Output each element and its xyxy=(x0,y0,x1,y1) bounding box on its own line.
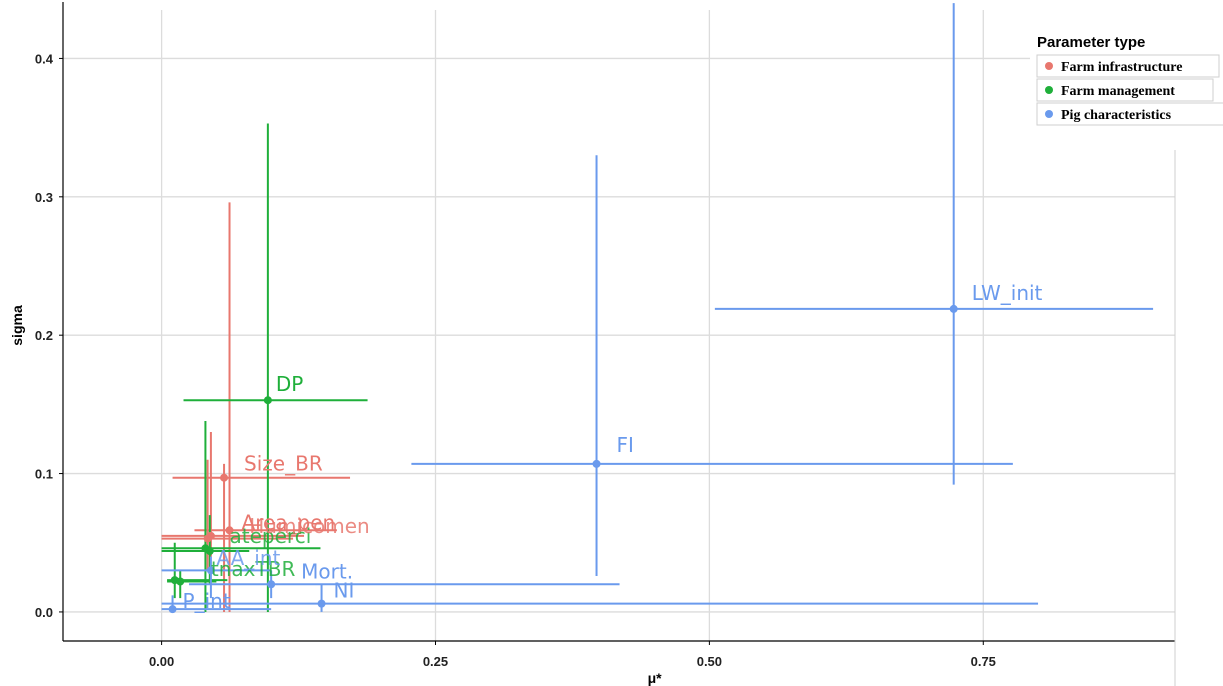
y-axis-title: sigma xyxy=(9,305,25,346)
point-label-dp: DP xyxy=(276,372,303,396)
error-bars xyxy=(161,3,1154,612)
legend-key-1 xyxy=(1045,86,1053,94)
data-point-s1-p0 xyxy=(263,396,272,405)
data-point-s2-p2 xyxy=(267,580,276,589)
y-tick-label-0: 0.0 xyxy=(35,605,53,620)
axes: 0.00 0.25 0.50 0.75 0.0 0.1 0.2 0.3 0.4 xyxy=(35,2,1176,686)
grid xyxy=(63,10,1175,641)
overlapping-label-1: tnaxTBR xyxy=(211,557,296,581)
point-label-area-pen: Area_pen xyxy=(242,510,336,534)
data-point-s0-p3 xyxy=(203,534,212,543)
data-point-s1-p2 xyxy=(205,547,214,556)
legend-entry-box-0 xyxy=(1036,54,1220,78)
legend-entry-label-2: Pig characteristics xyxy=(1061,108,1172,123)
overlapping-label-0: ateperci xyxy=(230,524,312,548)
y-tick-label-3: 0.3 xyxy=(35,190,53,205)
point-labels: Size_BR Area_pen DP LW_init FI Mort.NI P_int xyxy=(183,281,1043,613)
data-point-s2-p0 xyxy=(949,304,958,313)
y-tick-label-4: 0.4 xyxy=(35,51,54,66)
y-tick-label-2: 0.2 xyxy=(35,328,53,343)
point-label-ni: NI xyxy=(334,579,355,603)
overlapping-label-2: AA_int xyxy=(216,546,280,570)
data-point-s2-p5 xyxy=(206,566,215,575)
data-point-s0-p0 xyxy=(220,473,229,482)
legend-entry-box-1 xyxy=(1036,78,1214,102)
legend-entry-label-0: Farm infrastructure xyxy=(1061,60,1182,75)
data-point-s0-p1 xyxy=(225,526,234,535)
legend-items: Farm infrastructure Farm management Pig ch… xyxy=(1036,54,1223,126)
legend-entry-box-2 xyxy=(1036,102,1223,126)
point-label-lw-init: LW_init xyxy=(972,281,1043,305)
x-tick-label-0: 0.00 xyxy=(149,654,174,669)
point-label-fi: FI xyxy=(617,433,634,457)
data-point-s2-p1 xyxy=(592,459,601,468)
overlapping-label-3: Humicomen xyxy=(249,514,369,538)
point-label-size-br: Size_BR xyxy=(244,452,323,476)
data-point-s2-p4 xyxy=(168,605,177,614)
legend-key-2 xyxy=(1045,110,1053,118)
y-tick-label-1: 0.1 xyxy=(35,467,53,482)
legend: Parameter type Farm infrastructure Farm m… xyxy=(1030,22,1223,132)
data-point-s1-p4 xyxy=(176,577,185,586)
point-label-mort-: Mort. xyxy=(301,559,353,583)
data-point-s2-p3 xyxy=(317,599,326,608)
x-tick-label-3: 0.75 xyxy=(971,654,996,669)
x-tick-label-1: 0.25 xyxy=(423,654,448,669)
legend-entry-label-1: Farm management xyxy=(1061,84,1175,99)
x-axis-title: μ* xyxy=(648,670,663,686)
point-label-p-int: P_int xyxy=(183,589,231,613)
legend-title: Parameter type xyxy=(1037,34,1145,51)
legend-key-0 xyxy=(1045,62,1053,70)
x-tick-label-2: 0.50 xyxy=(697,654,722,669)
data-points xyxy=(168,304,958,614)
